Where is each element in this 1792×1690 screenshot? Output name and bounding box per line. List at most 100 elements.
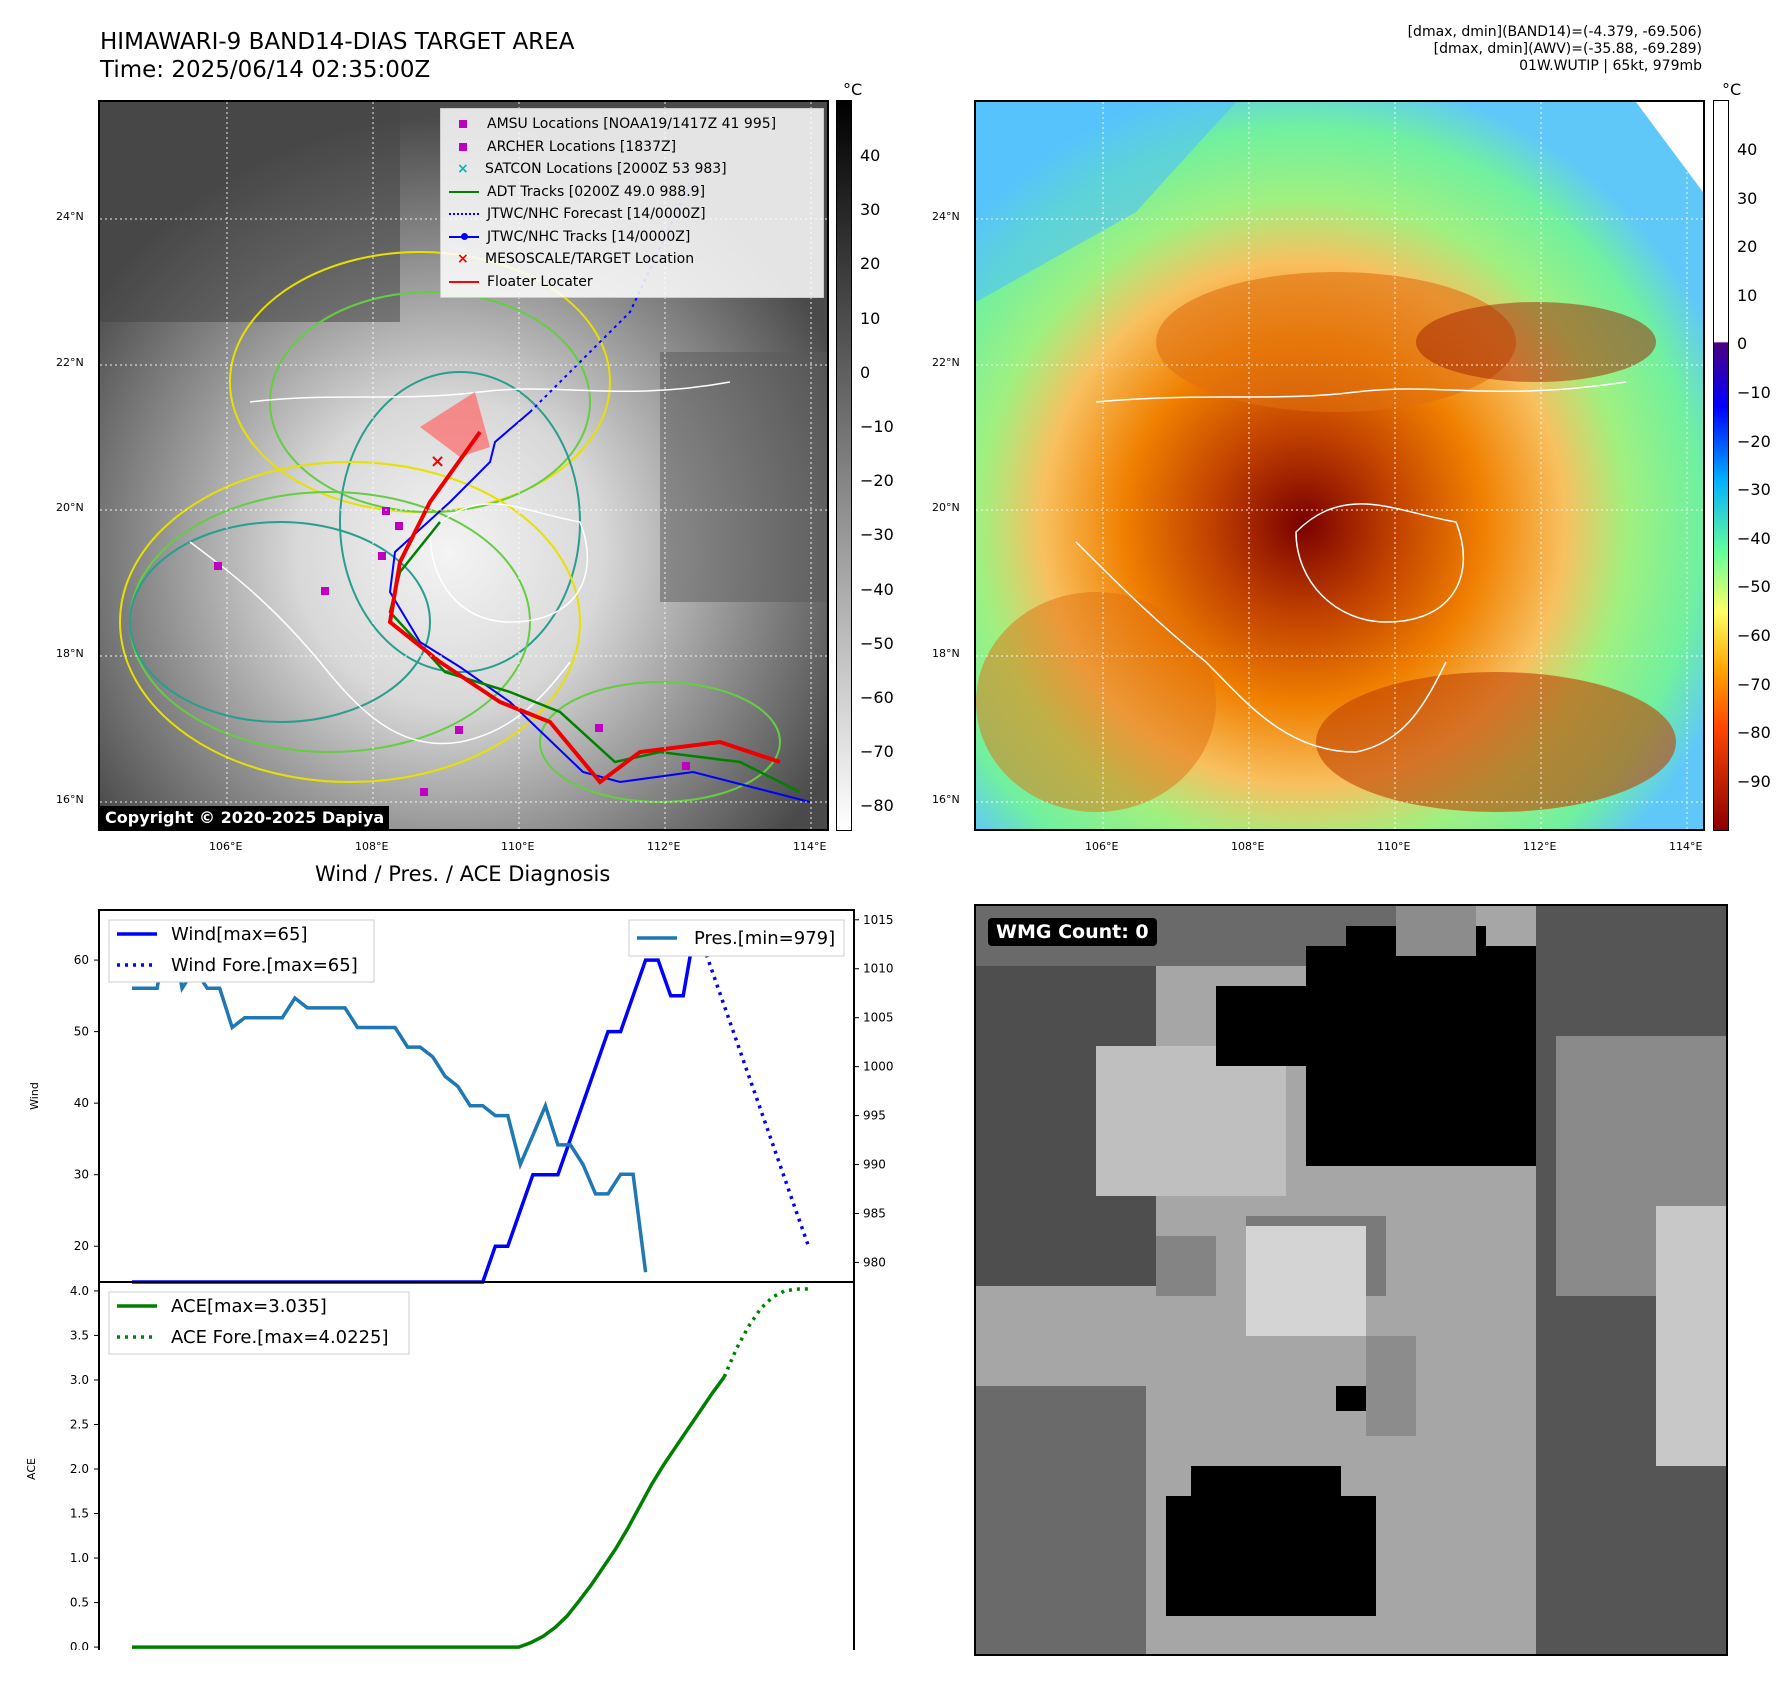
svg-text:×: × bbox=[430, 451, 445, 472]
colorbar-tick-label: −40 bbox=[860, 579, 894, 599]
wind-legend-box bbox=[108, 919, 375, 983]
colorbar-tick-label: 30 bbox=[1737, 188, 1758, 208]
ace-tick-label: 1.0 bbox=[70, 1551, 89, 1565]
lat-tick-label: 18°N bbox=[56, 647, 84, 660]
pressure-tick-label: 1000 bbox=[863, 1060, 894, 1074]
legend-item-mesoscale: × MESOSCALE/TARGET Location bbox=[457, 251, 695, 268]
lat-tick-label: 16°N bbox=[932, 793, 960, 806]
awv-map-image bbox=[976, 102, 1703, 829]
legend-item-floater: Floater Locater bbox=[447, 271, 817, 294]
line-marker-icon bbox=[449, 190, 479, 193]
awv-colorbar bbox=[1713, 100, 1729, 831]
ace-tick-label: 0.5 bbox=[70, 1596, 89, 1610]
x-marker-icon: × bbox=[457, 161, 469, 178]
ace-axis-label: ACE bbox=[25, 1458, 38, 1480]
lat-tick-label: 20°N bbox=[56, 501, 84, 514]
figure-title: HIMAWARI-9 BAND14-DIAS TARGET AREA bbox=[100, 29, 575, 55]
info-awv: [dmax, dmin](AWV)=(-35.88, -69.289) bbox=[1433, 41, 1702, 57]
lat-tick-label: 24°N bbox=[56, 210, 84, 223]
lat-tick-label: 24°N bbox=[932, 210, 960, 223]
ace-tick-label: 0.0 bbox=[70, 1640, 89, 1650]
wind-tick-label: 20 bbox=[74, 1239, 89, 1253]
colorbar-tick-label: −10 bbox=[1737, 383, 1771, 402]
wind-tick-label: 50 bbox=[74, 1025, 89, 1039]
colorbar-tick-label: −60 bbox=[1737, 626, 1771, 645]
copyright-label: Copyright © 2020-2025 Dapiya bbox=[100, 806, 390, 829]
colorbar-tick-label: 0 bbox=[1737, 334, 1748, 354]
wind-tick-label: 30 bbox=[74, 1168, 89, 1182]
lon-tick-label: 108°E bbox=[355, 840, 389, 853]
ace-series-line-0 bbox=[132, 1375, 726, 1649]
wind-axis-label: Wind bbox=[28, 1082, 41, 1110]
lat-tick-label: 20°N bbox=[932, 501, 960, 514]
lat-tick-label: 16°N bbox=[56, 793, 84, 806]
lon-tick-label: 108°E bbox=[1231, 840, 1265, 853]
pressure-tick-label: 1005 bbox=[863, 1011, 894, 1025]
ir-colorbar-unit: °C bbox=[843, 80, 863, 99]
awv-colorbar-unit: °C bbox=[1722, 80, 1742, 99]
colorbar-tick-label: 0 bbox=[860, 362, 871, 382]
colorbar-tick-label: −80 bbox=[1737, 723, 1771, 743]
wmg-panel: WMG Count: 0 bbox=[974, 904, 1728, 1656]
series-line-1 bbox=[694, 923, 811, 1247]
colorbar-tick-label: −20 bbox=[1737, 431, 1771, 451]
lon-tick-label: 114°E bbox=[793, 840, 827, 853]
dotted-line-icon bbox=[449, 213, 479, 216]
colorbar-tick-label: 20 bbox=[1737, 237, 1758, 257]
wmg-count-label: WMG Count: 0 bbox=[988, 918, 1157, 946]
pressure-tick-label: 1015 bbox=[863, 913, 894, 927]
colorbar-tick-label: 40 bbox=[1737, 140, 1758, 159]
colorbar-tick-label: −70 bbox=[1737, 674, 1771, 694]
legend-item-adt: ADT Tracks [0200Z 49.0 988.9] bbox=[447, 181, 817, 204]
lon-tick-label: 110°E bbox=[501, 840, 535, 853]
colorbar-tick-label: −50 bbox=[1737, 577, 1771, 597]
lon-tick-label: 112°E bbox=[647, 840, 681, 853]
wmg-image bbox=[976, 906, 1726, 1654]
colorbar-tick-label: −70 bbox=[860, 742, 894, 762]
square-marker-icon bbox=[459, 142, 467, 151]
pressure-tick-label: 980 bbox=[863, 1255, 886, 1269]
ir-map-panel: × AMSU Locations [NOAA19/1417Z 41 995] A… bbox=[98, 100, 829, 831]
lon-tick-label: 110°E bbox=[1377, 840, 1411, 853]
ace-tick-label: 2.5 bbox=[70, 1417, 89, 1431]
colorbar-tick-label: −60 bbox=[860, 688, 894, 707]
ace-legend-box bbox=[108, 1291, 410, 1355]
colorbar-tick-label: −40 bbox=[1737, 528, 1771, 548]
lon-tick-label: 114°E bbox=[1669, 840, 1703, 853]
ace-fore-legend-label: ACE Fore.[max=4.0225] bbox=[171, 1327, 389, 1348]
ace-series-line-1 bbox=[722, 1287, 809, 1378]
wind-tick-label: 60 bbox=[74, 953, 89, 967]
legend-item-amsu: AMSU Locations [NOAA19/1417Z 41 995] bbox=[447, 113, 817, 136]
ace-tick-label: 1.5 bbox=[70, 1507, 89, 1521]
lon-tick-label: 112°E bbox=[1523, 840, 1557, 853]
lat-tick-label: 22°N bbox=[56, 356, 84, 369]
colorbar-tick-label: −90 bbox=[1737, 771, 1771, 791]
ace-tick-label: 2.0 bbox=[70, 1462, 89, 1476]
wind-tick-label: 40 bbox=[74, 1096, 89, 1110]
lat-tick-label: 22°N bbox=[932, 356, 960, 369]
ace-tick-label: 3.0 bbox=[70, 1373, 89, 1387]
lat-tick-label: 18°N bbox=[932, 647, 960, 660]
pressure-tick-label: 1010 bbox=[863, 962, 894, 976]
legend-item-archer: ARCHER Locations [1837Z] bbox=[447, 136, 817, 159]
figure-time: Time: 2025/06/14 02:35:00Z bbox=[100, 57, 431, 83]
legend-item-forecast: JTWC/NHC Forecast [14/0000Z] bbox=[447, 203, 817, 226]
info-band14: [dmax, dmin](BAND14)=(-4.379, -69.506) bbox=[1407, 24, 1702, 40]
diagnosis-chart: 20 30 40 50 60 980 985 990 995 1000 1005 1010 1015 Wi… bbox=[25, 909, 894, 1650]
colorbar-tick-label: 30 bbox=[860, 200, 881, 220]
diagnosis-title: Wind / Pres. / ACE Diagnosis bbox=[315, 862, 611, 886]
pressure-tick-label: 995 bbox=[863, 1109, 886, 1123]
x-marker-icon: × bbox=[457, 251, 469, 268]
colorbar-tick-label: 10 bbox=[1737, 285, 1758, 305]
colorbar-tick-label: −80 bbox=[860, 796, 894, 816]
legend-item-tracks: JTWC/NHC Tracks [14/0000Z] bbox=[447, 226, 817, 249]
lon-tick-label: 106°E bbox=[209, 840, 243, 853]
square-marker-icon bbox=[459, 120, 467, 129]
colorbar-tick-label: −30 bbox=[1737, 480, 1771, 500]
line-marker-icon bbox=[449, 280, 479, 283]
ir-legend: AMSU Locations [NOAA19/1417Z 41 995] ARC… bbox=[440, 108, 824, 298]
series-line-2 bbox=[132, 919, 648, 1273]
wind-legend-label: Wind[max=65] bbox=[171, 924, 308, 945]
wind-fore-legend-label: Wind Fore.[max=65] bbox=[171, 955, 358, 976]
ace-tick-label: 4.0 bbox=[70, 1284, 89, 1298]
